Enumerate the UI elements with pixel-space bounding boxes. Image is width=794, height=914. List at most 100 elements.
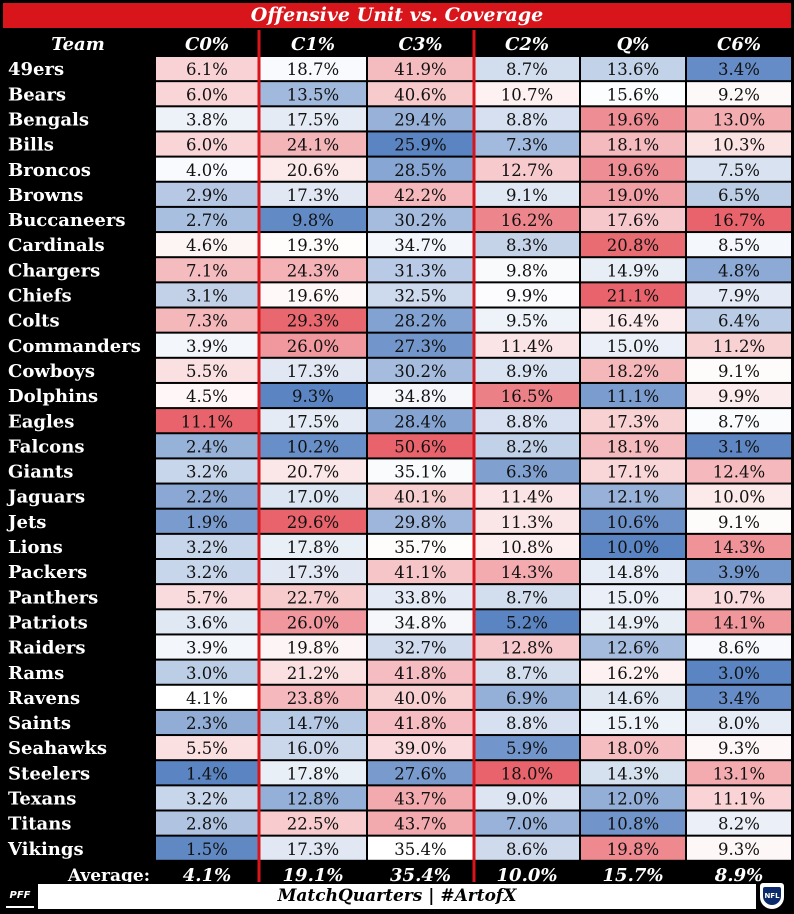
heat-cell — [156, 534, 258, 558]
heat-cell — [368, 409, 473, 433]
heat-cell — [475, 710, 579, 735]
cell-value: 18.0% — [501, 764, 553, 783]
heat-cell — [156, 409, 258, 433]
cell-value: 14.1% — [713, 613, 765, 632]
heat-cell — [260, 333, 366, 357]
cell-value: 5.5% — [186, 739, 228, 758]
chart-title: Offensive Unit vs. Coverage — [3, 3, 791, 28]
column-header: Q% — [617, 34, 650, 55]
cell-value: 9.8% — [292, 211, 334, 230]
heat-cell — [260, 736, 366, 760]
column-header: C6% — [717, 34, 761, 55]
heat-cell — [475, 786, 579, 810]
heat-cell — [368, 509, 473, 533]
heat-cell — [475, 283, 579, 307]
cell-value: 7.3% — [506, 136, 548, 155]
cell-value: 9.3% — [718, 739, 760, 758]
cell-value: 17.8% — [287, 538, 339, 557]
cell-value: 40.1% — [394, 488, 446, 507]
column-header: C2% — [505, 34, 549, 55]
heat-cell — [156, 710, 258, 735]
cell-value: 8.0% — [718, 714, 760, 733]
heat-cell — [687, 534, 791, 558]
cell-value: 9.9% — [506, 287, 548, 306]
heat-cell — [368, 836, 473, 860]
cell-value: 10.3% — [713, 136, 765, 155]
cell-value: 11.1% — [181, 412, 233, 431]
heat-cell — [260, 107, 366, 131]
cell-value: 8.8% — [506, 110, 548, 129]
cell-value: 25.9% — [394, 136, 446, 155]
heat-cell — [368, 182, 473, 206]
heat-cell — [368, 283, 473, 307]
heat-cell — [475, 811, 579, 835]
cell-value: 8.8% — [506, 412, 548, 431]
heat-cell — [368, 610, 473, 634]
heat-cell — [368, 811, 473, 835]
heat-cell — [260, 585, 366, 609]
cell-value: 8.7% — [506, 588, 548, 607]
cell-value: 3.0% — [718, 664, 760, 683]
team-name: Bears — [8, 84, 66, 105]
cell-value: 10.8% — [607, 815, 659, 834]
cell-value: 13.6% — [607, 60, 659, 79]
team-name: Buccaneers — [8, 210, 126, 231]
heat-cell — [581, 509, 685, 533]
team-name: Falcons — [8, 436, 84, 457]
heat-cell — [156, 610, 258, 634]
heat-cell — [475, 534, 579, 558]
cell-value: 2.2% — [186, 488, 228, 507]
cell-value: 41.8% — [394, 664, 446, 683]
cell-value: 28.2% — [394, 312, 446, 331]
cell-value: 41.1% — [394, 563, 446, 582]
cell-value: 5.2% — [506, 613, 548, 632]
heat-cell — [368, 560, 473, 584]
cell-value: 9.0% — [506, 790, 548, 809]
heat-cell — [687, 434, 791, 458]
heat-cell — [156, 811, 258, 835]
heat-cell — [475, 585, 579, 609]
heat-cell — [475, 484, 579, 508]
cell-value: 8.5% — [718, 236, 760, 255]
cell-value: 8.2% — [506, 437, 548, 456]
pff-logo-icon: PFF — [6, 886, 34, 908]
heat-cell — [156, 560, 258, 584]
heat-cell — [368, 157, 473, 181]
cell-value: 12.4% — [713, 463, 765, 482]
heat-cell — [687, 283, 791, 307]
cell-value: 6.0% — [186, 136, 228, 155]
heat-cell — [475, 383, 579, 408]
heat-cell — [581, 434, 685, 458]
heat-cell — [475, 157, 579, 181]
heat-cell — [475, 182, 579, 206]
cell-value: 9.3% — [292, 387, 334, 406]
cell-value: 29.3% — [287, 312, 339, 331]
heat-cell — [156, 358, 258, 382]
cell-value: 17.3% — [287, 186, 339, 205]
heat-cell — [687, 786, 791, 810]
cell-value: 15.6% — [607, 85, 659, 104]
heat-cell — [156, 308, 258, 332]
team-name: Chiefs — [8, 286, 72, 307]
heat-cell — [687, 610, 791, 634]
heat-cell — [260, 685, 366, 709]
cell-value: 35.4% — [394, 840, 446, 859]
cell-value: 40.6% — [394, 85, 446, 104]
cell-value: 19.8% — [287, 639, 339, 658]
team-name: Colts — [8, 311, 60, 332]
heat-cell — [475, 560, 579, 584]
heat-cell — [368, 57, 473, 81]
cell-value: 6.9% — [506, 689, 548, 708]
cell-value: 12.7% — [501, 161, 553, 180]
heat-cell — [581, 132, 685, 156]
cell-value: 11.4% — [501, 488, 553, 507]
team-name: Cowboys — [8, 361, 95, 382]
heat-cell — [581, 610, 685, 634]
cell-value: 42.2% — [394, 186, 446, 205]
cell-value: 27.6% — [394, 764, 446, 783]
heat-cell — [581, 761, 685, 785]
column-header: C1% — [291, 34, 335, 55]
cell-value: 8.9% — [506, 362, 548, 381]
cell-value: 8.6% — [506, 840, 548, 859]
cell-value: 9.1% — [718, 362, 760, 381]
